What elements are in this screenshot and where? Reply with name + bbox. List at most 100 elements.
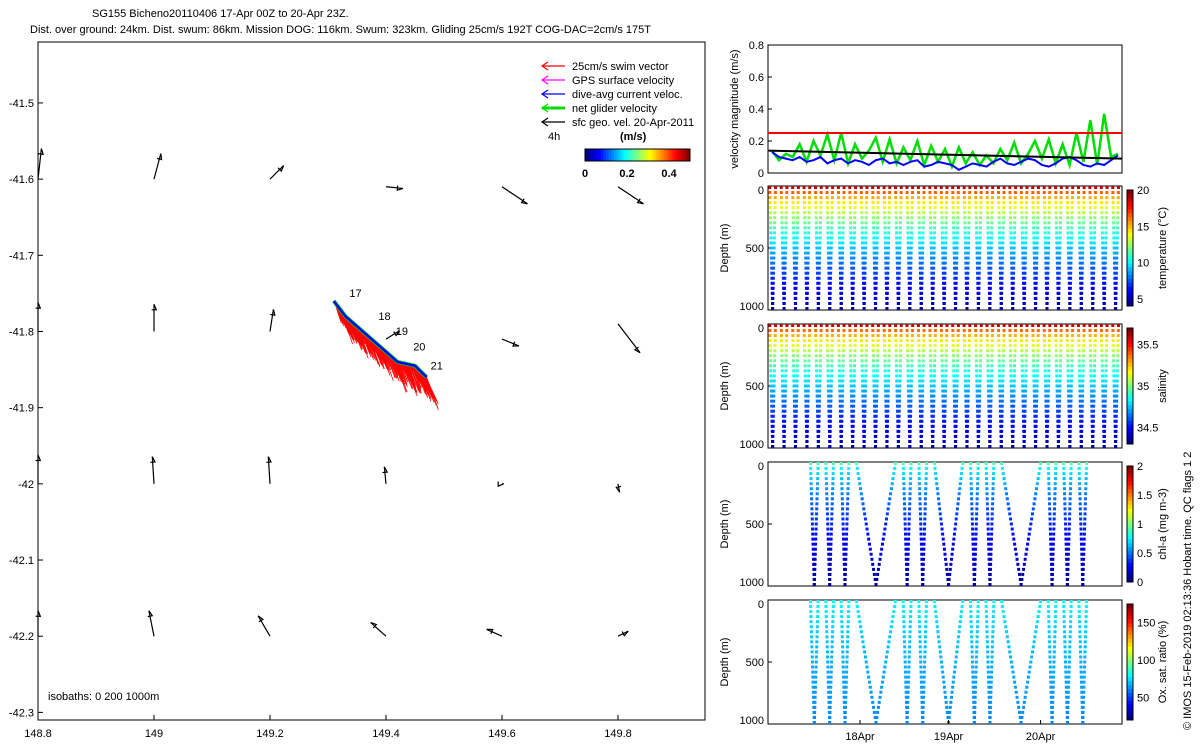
profile-dot: [794, 414, 798, 418]
profile-dot: [1071, 324, 1075, 327]
profile-dot: [920, 286, 924, 290]
profile-dot: [841, 660, 845, 664]
profile-dot: [951, 196, 955, 200]
profile-dot: [1012, 369, 1016, 373]
profile-dot: [796, 191, 800, 195]
profile-dot: [815, 251, 819, 255]
profile-dot: [1091, 429, 1095, 433]
profile-dot: [796, 349, 800, 353]
profile-dot: [842, 537, 846, 541]
profile-dot: [1081, 700, 1085, 704]
profile-dot: [811, 680, 815, 684]
colorbar-segment: [653, 149, 657, 161]
profile-dot: [838, 246, 842, 250]
profile-dot: [932, 261, 936, 265]
profile-dot: [888, 186, 892, 189]
profile-dot: [1092, 266, 1096, 270]
profile-dot: [1100, 206, 1104, 210]
profile-dot: [922, 675, 926, 679]
profile-dot: [1079, 655, 1083, 659]
profile-dot: [827, 695, 831, 699]
profile-dot: [883, 226, 887, 230]
profile-dot: [971, 542, 975, 546]
profile-dot: [807, 236, 811, 240]
profile-dot: [954, 409, 958, 413]
profile-dot: [919, 655, 923, 659]
profile-dot: [949, 562, 953, 566]
profile-dot: [813, 552, 817, 556]
profile-dot: [1031, 645, 1035, 649]
profile-dot: [991, 487, 995, 491]
profile-dot: [966, 276, 970, 280]
profile-dot: [986, 384, 990, 388]
profile-dot: [902, 620, 906, 624]
profile-dot: [933, 605, 937, 609]
profile-dot: [1045, 434, 1049, 438]
profile-dot: [977, 434, 981, 438]
profile-dot: [1011, 532, 1015, 536]
swim-vector: [381, 348, 394, 381]
profile-dot: [955, 261, 959, 265]
profile-dot: [863, 655, 867, 659]
profile-dot: [815, 389, 819, 393]
profile-dot: [919, 527, 923, 531]
profile-dot: [805, 434, 809, 438]
profile-dot: [770, 409, 774, 413]
profile-dot: [845, 670, 849, 674]
profile-dot: [1083, 512, 1087, 516]
profile-dot: [867, 680, 871, 684]
profile-dot: [884, 251, 888, 255]
profile-dot: [933, 339, 937, 343]
profile-dot: [942, 542, 946, 546]
profile-dot: [1024, 384, 1028, 388]
profile-dot: [1092, 241, 1096, 245]
profile-dot: [1009, 389, 1013, 393]
profile-dot: [916, 186, 920, 189]
profile-dot: [974, 675, 978, 679]
profile-dot: [1034, 424, 1038, 428]
profile-dot: [1092, 374, 1096, 378]
profile-dot: [986, 379, 990, 383]
profile-dot: [1007, 507, 1011, 511]
profile-dot: [924, 615, 928, 619]
profile-dot: [861, 404, 865, 408]
profile-dot: [1104, 241, 1108, 245]
profile-dot: [1080, 409, 1084, 413]
profile-dot: [883, 354, 887, 358]
profile-dot: [1080, 690, 1084, 694]
profile-dot: [964, 389, 968, 393]
profile-dot: [1066, 354, 1070, 358]
profile-dot: [940, 344, 944, 348]
profile-dot: [892, 610, 896, 614]
y-tick-label: -42.1: [9, 555, 34, 567]
profile-dot: [942, 439, 946, 443]
profile-dot: [1071, 329, 1075, 333]
profile-dot: [1080, 547, 1084, 551]
profile-dot: [847, 462, 851, 465]
profile-dot: [875, 577, 879, 581]
profile-dot: [876, 344, 880, 348]
profile-dot: [1016, 700, 1020, 704]
profile-dot: [921, 567, 925, 571]
profile-dot: [856, 472, 860, 476]
profile-dot: [1078, 369, 1082, 373]
profile-dot: [844, 680, 848, 684]
profile-dot: [1009, 517, 1013, 521]
profile-dot: [1113, 266, 1117, 270]
profile-dot: [918, 635, 922, 639]
temperature-colorbar-segment: [1127, 248, 1133, 253]
profile-dot: [1030, 650, 1034, 654]
profile-dot: [967, 221, 971, 225]
surface-vector-head: [150, 456, 156, 463]
profile-dot: [943, 266, 947, 270]
profile-dot: [987, 409, 991, 413]
profile-dot: [883, 369, 887, 373]
profile-dot: [919, 532, 923, 536]
profile-dot: [1012, 404, 1016, 408]
profile-dot: [902, 492, 906, 496]
profile-dot: [895, 256, 899, 260]
profile-dot: [856, 610, 860, 614]
profile-dot: [809, 482, 813, 486]
profile-dot: [875, 256, 879, 260]
profile-dot: [978, 226, 982, 230]
